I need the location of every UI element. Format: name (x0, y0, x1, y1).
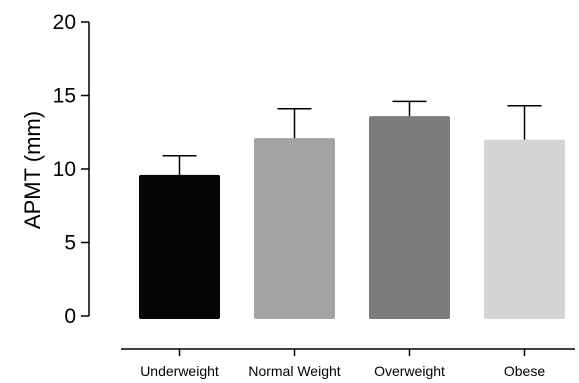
y-axis: 0 5 10 15 20 (53, 11, 90, 328)
y-tick-label: 15 (53, 85, 76, 108)
error-bars (162, 100, 542, 175)
x-axis: Underweight Normal Weight Overweight Obese (121, 348, 575, 379)
y-tick-label: 10 (53, 158, 76, 181)
x-tick-label: Normal Weight (248, 363, 340, 379)
bar-overweight (369, 116, 450, 319)
bar-obese (484, 139, 565, 319)
y-tick-label: 0 (64, 305, 76, 328)
x-tick-label: Obese (504, 363, 545, 379)
y-tick-label: 5 (64, 232, 76, 255)
bars (139, 116, 565, 319)
y-axis-label: APMT (mm) (20, 111, 45, 229)
x-tick-label: Overweight (374, 363, 445, 379)
x-tick-label: Underweight (140, 363, 219, 379)
y-tick-label: 20 (53, 11, 76, 34)
bar-normal-weight (254, 138, 335, 319)
bar-underweight (139, 174, 220, 319)
